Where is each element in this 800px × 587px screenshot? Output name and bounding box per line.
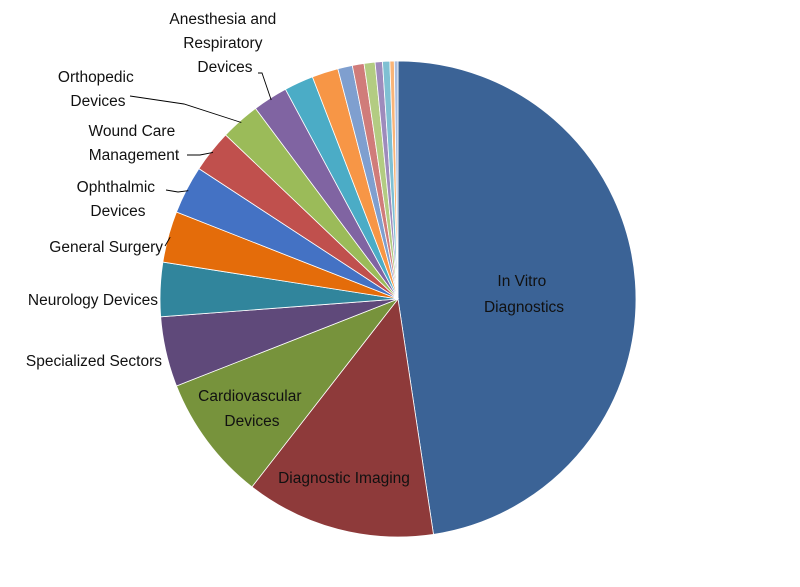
leader-line-ophthalmic-devices bbox=[165, 189, 189, 193]
leader-line-orthopedic-devices bbox=[129, 95, 242, 123]
label-neurology-devices: Neurology Devices bbox=[28, 292, 158, 309]
label-general-surgery: General Surgery bbox=[49, 239, 163, 256]
label-cardiovascular-devices: Cardiovascular Devices bbox=[198, 388, 306, 430]
pie-slices bbox=[159, 60, 637, 538]
label-ophthalmic-devices: Ophthalmic Devices bbox=[77, 179, 160, 220]
leader-line-general-surgery bbox=[164, 236, 171, 247]
label-wound-care-management: Wound Care Management bbox=[88, 123, 179, 164]
label-anesthesia-and-respiratory-devices: Anesthesia and Respiratory Devices bbox=[169, 11, 280, 76]
label-in-vitro-diagnostics: In Vitro Diagnostics bbox=[484, 273, 564, 316]
label-diagnostic-imaging: Diagnostic Imaging bbox=[278, 470, 410, 487]
leader-line-wound-care-management bbox=[187, 151, 214, 156]
leader-lines bbox=[129, 72, 272, 247]
slice-in-vitro-diagnostics bbox=[397, 60, 637, 535]
leader-line-anesthesia-and-respiratory-devices bbox=[258, 72, 272, 101]
slice-diagnostic-imaging bbox=[251, 298, 434, 538]
slice-unlabeled-18 bbox=[393, 60, 399, 300]
label-orthopedic-devices: Orthopedic Devices bbox=[58, 69, 138, 110]
slice-cardiovascular-devices bbox=[175, 298, 400, 488]
label-specialized-sectors: Specialized Sectors bbox=[26, 353, 162, 370]
